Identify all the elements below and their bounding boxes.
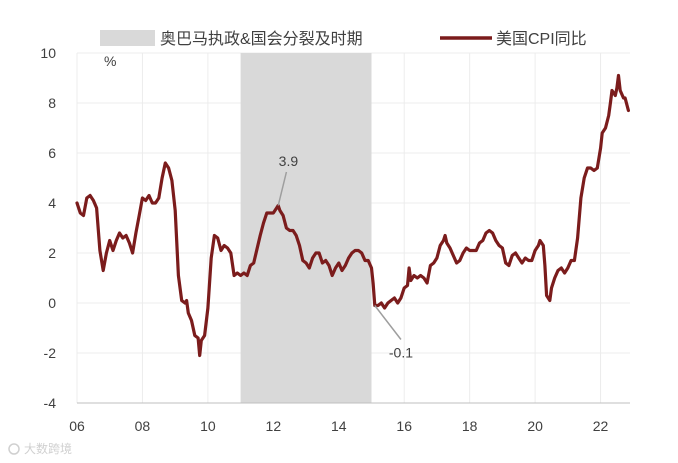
- shaded-period-layer: [240, 53, 372, 403]
- cpi-series-line: [75, 73, 630, 358]
- y-tick-label: 4: [48, 195, 56, 211]
- y-unit-label: %: [104, 53, 116, 69]
- shaded-period: [240, 53, 372, 403]
- legend: 奥巴马执政&国会分裂及时期 美国CPI同比: [100, 30, 587, 48]
- watermark-logo-icon: [8, 443, 20, 455]
- annotations-layer: 3.9 -0.1: [277, 153, 413, 361]
- y-tick-label: -2: [44, 345, 57, 361]
- y-tick-label: 6: [48, 145, 56, 161]
- legend-label-cpi: 美国CPI同比: [496, 30, 587, 48]
- series-layer: [75, 73, 630, 358]
- watermark-text: 大数跨境: [24, 441, 72, 456]
- annotation-label: -0.1: [389, 345, 413, 361]
- legend-swatch-shaded-period: [100, 30, 155, 46]
- axes: -4 -2 0 2 4 6 8 10 06 08 10 12 14 16 18 20 22: [40, 45, 630, 434]
- x-tick-label: 18: [462, 418, 478, 434]
- y-tick-label: 0: [48, 295, 56, 311]
- x-tick-label: 14: [331, 418, 347, 434]
- y-tick-label: 10: [40, 45, 56, 61]
- x-tick-label: 22: [593, 418, 609, 434]
- annotation-leader-line: [374, 305, 402, 340]
- annotation-leader-line: [277, 171, 288, 206]
- watermark: 大数跨境: [8, 441, 72, 456]
- x-tick-label: 20: [527, 418, 543, 434]
- x-tick-label: 16: [396, 418, 412, 434]
- y-tick-label: 2: [48, 245, 56, 261]
- x-tick-label: 08: [135, 418, 151, 434]
- annotation-label: 3.9: [279, 153, 299, 169]
- x-tick-label: 06: [69, 418, 85, 434]
- y-tick-label: -4: [44, 395, 57, 411]
- y-tick-label: 8: [48, 95, 56, 111]
- x-tick-label: 12: [266, 418, 282, 434]
- legend-label-shaded-period: 奥巴马执政&国会分裂及时期: [160, 30, 363, 48]
- x-tick-label: 10: [200, 418, 216, 434]
